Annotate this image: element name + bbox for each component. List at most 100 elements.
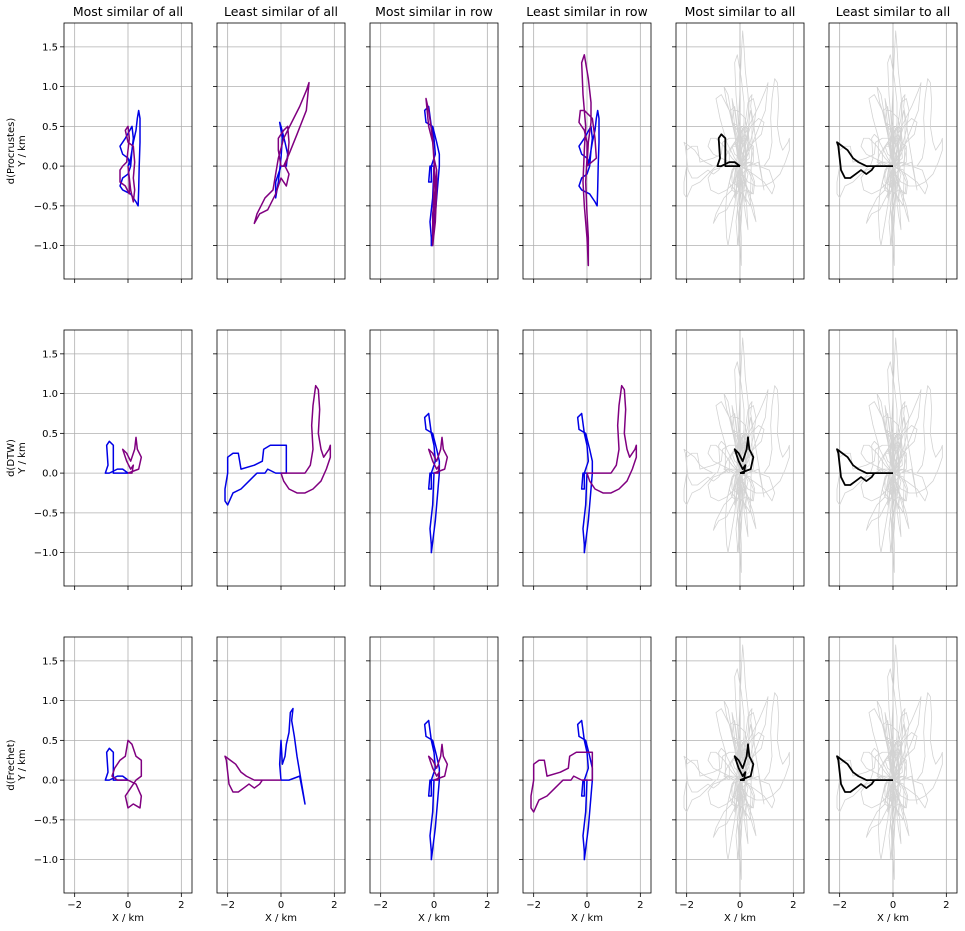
xtick-label-r3c3-0: −2 <box>373 900 388 911</box>
background-track-r2c6-L <box>876 432 907 502</box>
background-track-r3c6-Y <box>892 780 902 845</box>
background-track-r1c6-S <box>877 165 894 247</box>
track-r2c6-1 <box>836 448 893 486</box>
background-track-r3c5-W <box>739 775 776 809</box>
ytick-label-r2c1-5: 1.5 <box>42 349 58 360</box>
background-track-r2c5-AC <box>739 472 757 530</box>
tracks-r2c4 <box>576 384 638 554</box>
background-track-r2c6-Y <box>892 473 902 538</box>
column-title-3: Most similar in row <box>375 4 493 19</box>
ytick-label-r1c1-1: −0.5 <box>34 201 58 212</box>
track-layer <box>104 30 943 880</box>
background-track-r2c5-W <box>739 468 776 502</box>
background-track-r3c5-AC <box>739 779 757 837</box>
x-axis-label-6: X / km <box>877 913 909 924</box>
tracks-r1c3 <box>423 97 441 247</box>
background-track-r2c5-AB <box>715 401 741 474</box>
track-r1c1-2 <box>119 125 136 203</box>
column-title-6: Least similar to all <box>836 4 951 19</box>
background-track-r2c6-U <box>860 444 894 474</box>
tracks-r1c1 <box>119 109 141 207</box>
background-track-r2c5-U <box>707 444 741 474</box>
track-r2c4-1 <box>576 412 594 554</box>
background-track-r3c5-U <box>707 751 741 781</box>
track-r3c4-2 <box>530 751 594 813</box>
background-track-r1c5-T <box>738 30 750 167</box>
background-track-r1c6-K <box>892 78 943 187</box>
x-axis-label-2: X / km <box>265 913 297 924</box>
xtick-label-r3c6-0: −2 <box>832 900 847 911</box>
background-track-r1c5-AB <box>715 94 741 167</box>
background-track-r2c5-T <box>738 337 750 474</box>
tracks-r2c5 <box>683 337 790 573</box>
tracks-r1c5 <box>683 30 790 266</box>
background-track-r3c6-U <box>860 751 894 781</box>
xtick-label-r3c2-2: 2 <box>331 900 337 911</box>
background-track-r1c6-L <box>876 125 907 195</box>
ytick-label-r3c1-4: 1.0 <box>42 696 58 707</box>
background-track-r1c6-F <box>884 98 897 247</box>
background-track-r3c6-T <box>891 644 903 781</box>
background-track-r3c5-AB <box>715 708 741 781</box>
background-track-r3c6-W <box>892 775 929 809</box>
ytick-label-r1c1-5: 1.5 <box>42 42 58 53</box>
tracks-r2c1 <box>104 436 143 474</box>
background-track-r3c5-L <box>723 739 754 809</box>
ytick-label-r2c1-3: 0.5 <box>42 429 58 440</box>
background-track-r2c5-K <box>739 385 790 494</box>
background-track-r1c6-AA <box>892 118 918 167</box>
tracks-r3c1 <box>104 739 143 809</box>
ytick-label-r2c1-1: −0.5 <box>34 508 58 519</box>
xtick-label-r3c5-2: 2 <box>790 900 796 911</box>
background-track-r1c5-G <box>731 54 750 266</box>
background-track-r1c5-W <box>739 161 776 195</box>
tracks-r1c4 <box>578 54 600 267</box>
tracks-r2c3 <box>423 412 449 554</box>
column-title-5: Most similar to all <box>685 4 796 19</box>
x-axis-label-4: X / km <box>571 913 603 924</box>
ytick-label-r1c1-4: 1.0 <box>42 82 58 93</box>
track-r3c1-2 <box>111 739 143 809</box>
track-r2c3-1 <box>423 412 441 554</box>
row-label-1: d(Procrustes) <box>6 118 17 185</box>
background-track-r2c5-S <box>724 472 741 554</box>
background-track-r3c5-S <box>724 779 741 861</box>
xtick-label-r3c3-2: 2 <box>484 900 490 911</box>
x-axis-label-3: X / km <box>418 913 450 924</box>
background-track-r3c6-K <box>892 692 943 801</box>
xtick-label-r3c5-1: 0 <box>737 900 743 911</box>
background-track-r2c5-F <box>731 405 744 554</box>
xtick-label-r3c2-1: 0 <box>278 900 284 911</box>
background-track-r2c6-T <box>891 337 903 474</box>
background-track-r2c6-F <box>884 405 897 554</box>
ytick-label-r3c1-1: −0.5 <box>34 815 58 826</box>
ytick-label-r1c1-2: 0.0 <box>42 162 58 173</box>
background-track-r3c5-F <box>731 712 744 861</box>
background-track-r1c5-N <box>683 141 740 179</box>
ytick-label-r2c1-2: 0.0 <box>42 469 58 480</box>
background-track-r3c6-S <box>877 779 894 861</box>
background-track-r2c6-AB <box>868 401 894 474</box>
background-track-r2c6-K <box>892 385 943 494</box>
background-track-r1c6-AB <box>868 94 894 167</box>
background-track-r2c6-AA <box>892 425 918 474</box>
background-track-r2c6-G <box>884 361 903 573</box>
track-r3c6-1 <box>836 755 893 793</box>
y-axis-label-2: Y / km <box>17 442 28 474</box>
ytick-label-r3c1-0: −1.0 <box>34 855 58 866</box>
background-track-r1c5-V <box>739 98 757 167</box>
background-track-r2c5-G <box>731 361 750 573</box>
background-track-r2c5-N <box>683 448 740 486</box>
track-r2c2-2 <box>280 384 332 494</box>
track-r3c2-1 <box>278 707 306 805</box>
background-track-r3c6-AA <box>892 732 918 781</box>
background-track-r1c5-AA <box>739 118 765 167</box>
ytick-label-r1c1-0: −1.0 <box>34 241 58 252</box>
column-title-1: Most similar of all <box>73 4 183 19</box>
xtick-label-r3c4-0: −2 <box>526 900 541 911</box>
tracks-r3c3 <box>423 719 449 861</box>
track-r1c3-1 <box>423 105 441 247</box>
track-r1c4-2 <box>578 54 598 267</box>
background-track-r3c5-N <box>683 755 740 793</box>
background-track-r3c5-G <box>731 668 750 880</box>
